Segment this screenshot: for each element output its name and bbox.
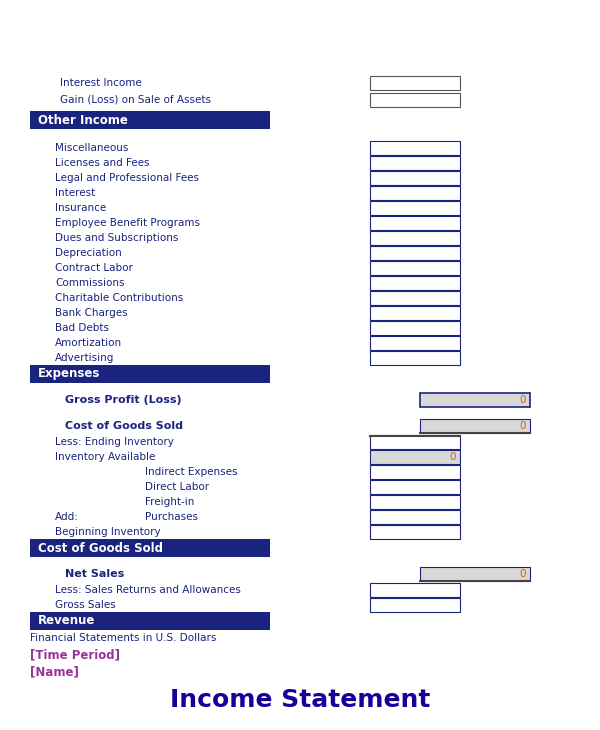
Text: Gross Profit (Loss): Gross Profit (Loss): [65, 395, 182, 405]
Text: Expenses: Expenses: [38, 367, 100, 380]
Bar: [370, 93, 460, 107]
Bar: [370, 435, 460, 449]
Bar: [370, 583, 460, 597]
Text: Charitable Contributions: Charitable Contributions: [55, 293, 183, 303]
Bar: [30, 365, 270, 383]
Text: Bank Charges: Bank Charges: [55, 308, 128, 318]
Text: Bad Debts: Bad Debts: [55, 323, 109, 333]
Text: Depreciation: Depreciation: [55, 248, 122, 258]
Text: Insurance: Insurance: [55, 203, 106, 213]
Text: Amortization: Amortization: [55, 338, 122, 348]
Text: Less: Ending Inventory: Less: Ending Inventory: [55, 437, 174, 447]
Text: Miscellaneous: Miscellaneous: [55, 143, 128, 153]
Text: Licenses and Fees: Licenses and Fees: [55, 158, 149, 168]
Text: Cost of Goods Sold: Cost of Goods Sold: [38, 542, 163, 555]
Bar: [370, 216, 460, 230]
Text: Purchases: Purchases: [145, 512, 198, 522]
Bar: [370, 156, 460, 170]
Text: Gain (Loss) on Sale of Assets: Gain (Loss) on Sale of Assets: [60, 95, 211, 105]
Bar: [370, 246, 460, 260]
Text: Less: Sales Returns and Allowances: Less: Sales Returns and Allowances: [55, 585, 241, 595]
Text: [Time Period]: [Time Period]: [30, 648, 120, 661]
Bar: [370, 306, 460, 320]
Text: Add:: Add:: [55, 512, 79, 522]
Text: Revenue: Revenue: [38, 615, 95, 628]
Bar: [370, 351, 460, 365]
Bar: [370, 510, 460, 524]
Bar: [420, 419, 530, 433]
Bar: [420, 567, 530, 581]
Bar: [370, 141, 460, 155]
Bar: [370, 321, 460, 335]
Text: [Name]: [Name]: [30, 666, 79, 678]
Text: Legal and Professional Fees: Legal and Professional Fees: [55, 173, 199, 183]
Text: Income Statement: Income Statement: [170, 688, 430, 712]
Bar: [370, 76, 460, 90]
Text: Advertising: Advertising: [55, 353, 115, 363]
Bar: [30, 612, 270, 630]
Bar: [370, 480, 460, 494]
Bar: [370, 465, 460, 479]
Bar: [370, 261, 460, 275]
Text: Inventory Available: Inventory Available: [55, 452, 155, 462]
Bar: [370, 495, 460, 509]
Bar: [370, 186, 460, 200]
Text: Employee Benefit Programs: Employee Benefit Programs: [55, 218, 200, 228]
Text: Commissions: Commissions: [55, 278, 125, 288]
Bar: [370, 598, 460, 612]
Bar: [30, 111, 270, 129]
Bar: [370, 276, 460, 290]
Bar: [370, 525, 460, 539]
Text: Freight-in: Freight-in: [145, 497, 194, 507]
Text: 0: 0: [520, 395, 526, 405]
Text: Interest: Interest: [55, 188, 95, 198]
Text: Net Sales: Net Sales: [65, 569, 124, 579]
Bar: [370, 450, 460, 464]
Text: Indirect Expenses: Indirect Expenses: [145, 467, 238, 477]
Text: Interest Income: Interest Income: [60, 78, 142, 88]
Bar: [370, 291, 460, 305]
Text: Direct Labor: Direct Labor: [145, 482, 209, 492]
Bar: [370, 201, 460, 215]
Text: 0: 0: [520, 421, 526, 431]
Text: 0: 0: [520, 569, 526, 579]
Bar: [370, 231, 460, 245]
Text: Gross Sales: Gross Sales: [55, 600, 116, 610]
Text: 0: 0: [449, 452, 456, 462]
Text: Other Income: Other Income: [38, 113, 128, 126]
Text: Beginning Inventory: Beginning Inventory: [55, 527, 161, 537]
Text: Contract Labor: Contract Labor: [55, 263, 133, 273]
Bar: [370, 336, 460, 350]
Bar: [370, 171, 460, 185]
Text: Dues and Subscriptions: Dues and Subscriptions: [55, 233, 178, 243]
Text: Cost of Goods Sold: Cost of Goods Sold: [65, 421, 183, 431]
Bar: [420, 393, 530, 407]
Bar: [30, 539, 270, 557]
Text: Financial Statements in U.S. Dollars: Financial Statements in U.S. Dollars: [30, 633, 217, 643]
